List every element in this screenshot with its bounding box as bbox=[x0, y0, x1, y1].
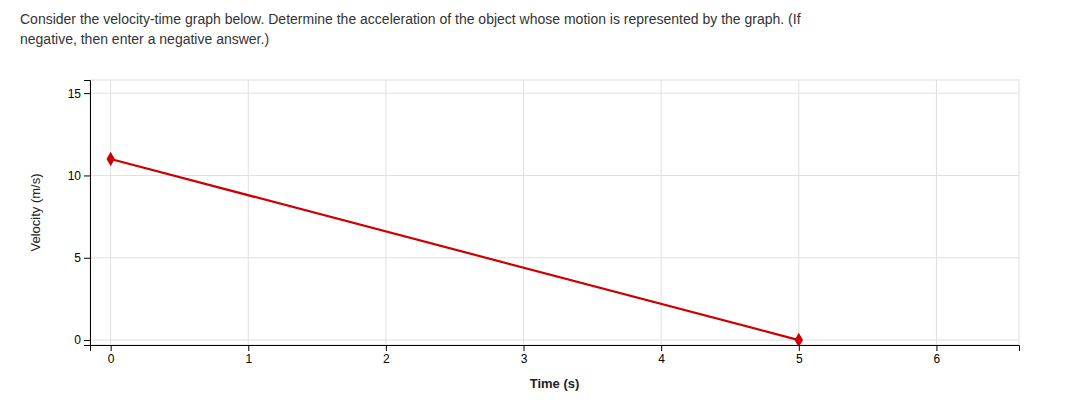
y-axis-title: Velocity (m/s) bbox=[28, 173, 43, 251]
tick: 2 bbox=[383, 345, 390, 366]
marks bbox=[106, 152, 802, 345]
tick-mark bbox=[84, 340, 90, 341]
x-axis-title: Time (s) bbox=[530, 376, 580, 391]
grid-line bbox=[90, 340, 1019, 341]
grid-line bbox=[523, 80, 524, 345]
tick: 3 bbox=[521, 345, 528, 366]
grid-line bbox=[936, 80, 937, 345]
marker bbox=[106, 152, 114, 166]
grid-line bbox=[90, 93, 1019, 94]
axis-line bbox=[84, 81, 91, 346]
tick-mark bbox=[661, 345, 662, 351]
tick-label: 3 bbox=[521, 352, 528, 366]
axis-line bbox=[91, 346, 1020, 352]
tick: 5 bbox=[796, 345, 803, 366]
tick-mark bbox=[936, 345, 937, 351]
marker bbox=[795, 333, 803, 345]
grid-line bbox=[90, 175, 1019, 176]
tick-label: 10 bbox=[68, 169, 82, 183]
tick-mark bbox=[84, 258, 90, 259]
tick: 15 bbox=[68, 87, 90, 101]
tick-mark bbox=[111, 345, 112, 351]
title: Consider the velocity-time graph below. … bbox=[20, 11, 801, 27]
grid-line bbox=[385, 80, 386, 345]
grid-line bbox=[248, 80, 249, 345]
tick: 0 bbox=[108, 345, 115, 366]
tick: 4 bbox=[658, 345, 665, 366]
tick-label: 5 bbox=[796, 352, 803, 366]
tick-mark bbox=[84, 93, 90, 94]
tick-label: 0 bbox=[74, 333, 81, 347]
tick-label: 5 bbox=[74, 251, 81, 265]
line bbox=[111, 159, 799, 340]
tick-label: 4 bbox=[658, 352, 665, 366]
tick: 10 bbox=[68, 169, 90, 183]
tick-label: 0 bbox=[108, 352, 115, 366]
grid bbox=[90, 80, 1019, 345]
grid-line bbox=[798, 80, 799, 345]
tick-mark bbox=[248, 345, 249, 351]
grid-line bbox=[90, 257, 1019, 258]
tick-label: 2 bbox=[383, 352, 390, 366]
tick: 5 bbox=[74, 251, 90, 265]
tick-mark bbox=[84, 175, 90, 176]
tick: 6 bbox=[934, 345, 941, 366]
plot-frame bbox=[90, 80, 1019, 345]
plot: 0 1 2 3 4 5 6 0 5 10 15 bbox=[68, 80, 1020, 366]
chart: Consider the velocity-time graph below. … bbox=[0, 0, 1079, 400]
tick-label: 6 bbox=[934, 352, 941, 366]
tick-mark bbox=[386, 345, 387, 351]
tick-label: 15 bbox=[68, 87, 82, 101]
tick: 0 bbox=[74, 333, 90, 347]
grid-line bbox=[110, 80, 111, 345]
y-axis: 0 5 10 15 bbox=[68, 81, 91, 348]
x-axis: 0 1 2 3 4 5 6 bbox=[91, 345, 1020, 366]
tick-mark bbox=[524, 345, 525, 351]
subtitle: negative, then enter a negative answer.) bbox=[20, 31, 269, 47]
tick: 1 bbox=[245, 345, 252, 366]
grid-line bbox=[661, 80, 662, 345]
tick-label: 1 bbox=[245, 352, 252, 366]
tick-mark bbox=[799, 345, 800, 351]
